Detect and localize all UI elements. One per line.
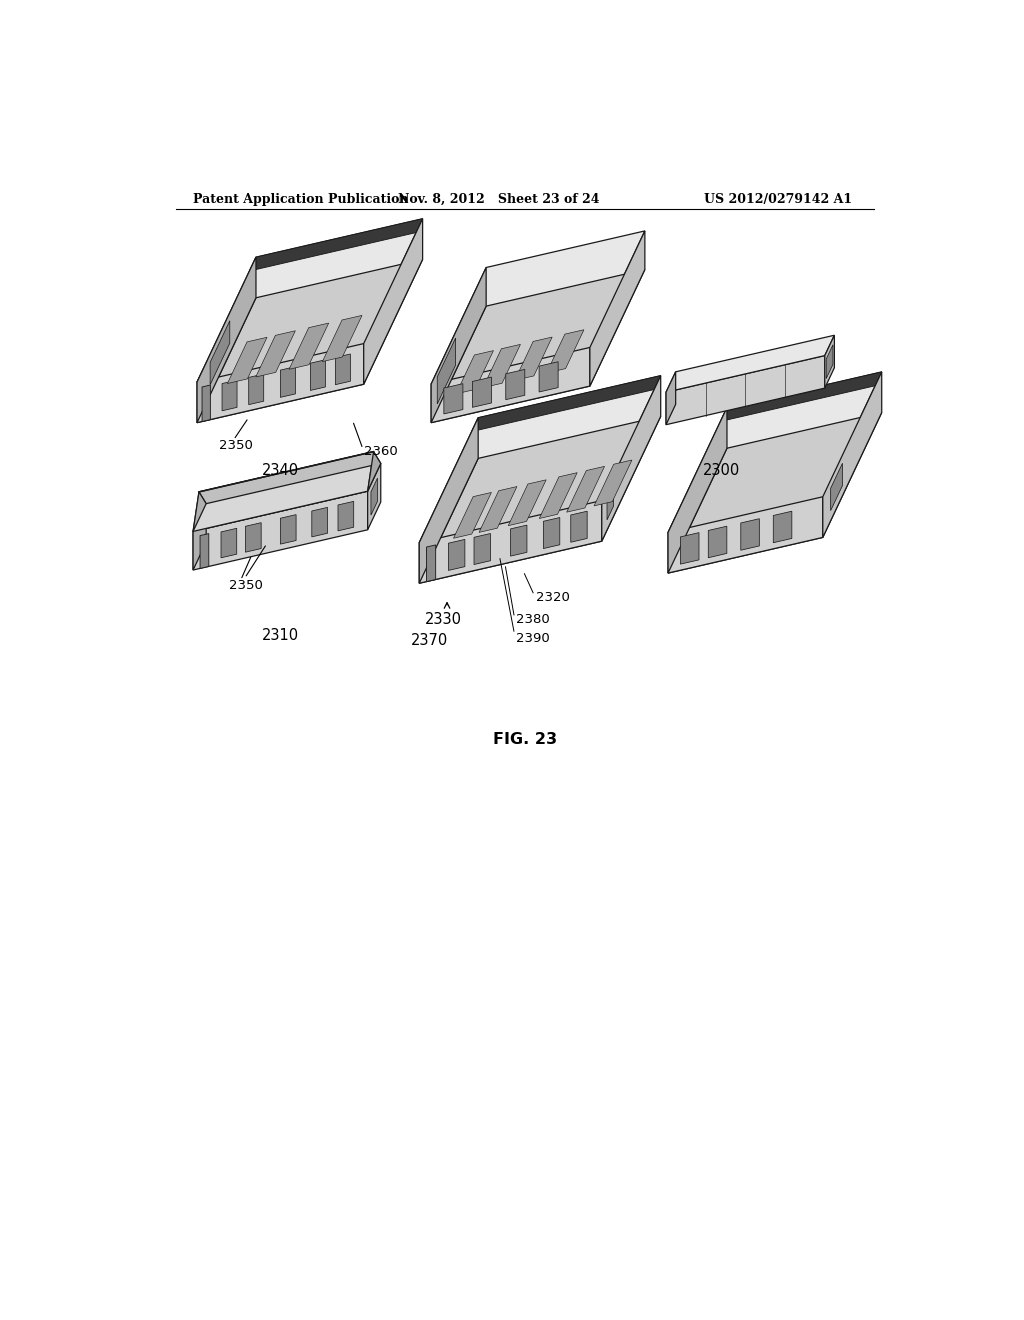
Text: 2310: 2310 [262,628,299,643]
Polygon shape [194,491,368,570]
Polygon shape [539,362,558,392]
Polygon shape [594,461,632,506]
Polygon shape [544,517,560,549]
Polygon shape [740,519,760,550]
Polygon shape [437,338,456,404]
Polygon shape [311,507,328,537]
Polygon shape [246,523,261,552]
Polygon shape [824,335,835,388]
Polygon shape [454,492,492,539]
Polygon shape [250,219,423,271]
Polygon shape [194,504,206,570]
Polygon shape [419,416,660,583]
Polygon shape [443,384,463,414]
Text: 2380: 2380 [516,614,550,627]
Polygon shape [431,347,590,422]
Polygon shape [666,335,835,392]
Polygon shape [419,417,478,583]
Text: 2350: 2350 [219,438,253,451]
Polygon shape [368,451,381,491]
Polygon shape [249,374,264,405]
Polygon shape [199,451,381,504]
Polygon shape [668,483,829,532]
Polygon shape [419,376,660,543]
Polygon shape [371,478,378,515]
Polygon shape [419,487,608,543]
Text: 2360: 2360 [365,445,398,458]
Polygon shape [431,269,645,422]
Polygon shape [210,321,229,384]
Polygon shape [197,330,371,381]
Text: 2300: 2300 [703,463,740,478]
Text: FIG. 23: FIG. 23 [493,733,557,747]
Polygon shape [668,372,882,532]
Polygon shape [197,343,364,422]
Polygon shape [202,385,210,421]
Polygon shape [508,479,546,525]
Polygon shape [427,545,435,582]
Polygon shape [668,413,882,573]
Polygon shape [227,338,267,384]
Polygon shape [364,219,423,384]
Polygon shape [602,376,660,541]
Polygon shape [472,376,660,432]
Polygon shape [668,408,727,573]
Polygon shape [515,337,552,380]
Polygon shape [449,540,465,570]
Polygon shape [773,511,792,543]
Polygon shape [826,345,833,379]
Text: Patent Application Publication: Patent Application Publication [194,193,409,206]
Polygon shape [197,257,256,422]
Text: 2390: 2390 [516,632,550,644]
Polygon shape [310,360,326,391]
Polygon shape [709,527,727,558]
Text: 2330: 2330 [425,611,463,627]
Polygon shape [419,500,602,583]
Polygon shape [323,315,362,362]
Polygon shape [197,219,423,381]
Polygon shape [540,473,578,519]
Text: 2350: 2350 [228,578,263,591]
Polygon shape [570,511,587,543]
Polygon shape [547,330,584,374]
Polygon shape [197,259,423,422]
Text: US 2012/0279142 A1: US 2012/0279142 A1 [703,193,852,206]
Polygon shape [666,355,824,425]
Polygon shape [256,331,295,378]
Polygon shape [194,451,374,532]
Polygon shape [281,367,295,397]
Polygon shape [221,528,237,558]
Text: 2370: 2370 [411,634,447,648]
Polygon shape [668,496,823,573]
Polygon shape [456,351,494,393]
Text: 2340: 2340 [262,463,299,478]
Polygon shape [607,483,613,520]
Polygon shape [194,463,381,532]
Polygon shape [721,372,882,421]
Polygon shape [483,345,520,388]
Polygon shape [472,378,492,408]
Polygon shape [479,487,517,532]
Polygon shape [431,268,486,422]
Polygon shape [200,533,209,569]
Polygon shape [336,354,350,384]
Polygon shape [431,231,645,384]
Polygon shape [830,463,843,511]
Polygon shape [680,532,699,564]
Polygon shape [474,533,490,565]
Polygon shape [338,502,353,531]
Polygon shape [511,525,527,556]
Polygon shape [566,466,604,512]
Polygon shape [289,323,329,370]
Text: Nov. 8, 2012   Sheet 23 of 24: Nov. 8, 2012 Sheet 23 of 24 [398,193,599,206]
Text: 2320: 2320 [536,591,569,605]
Polygon shape [590,231,645,385]
Polygon shape [368,463,381,529]
Polygon shape [222,380,237,411]
Polygon shape [506,370,524,400]
Polygon shape [281,515,296,544]
Polygon shape [666,372,676,425]
Polygon shape [194,492,206,532]
Polygon shape [823,372,882,537]
